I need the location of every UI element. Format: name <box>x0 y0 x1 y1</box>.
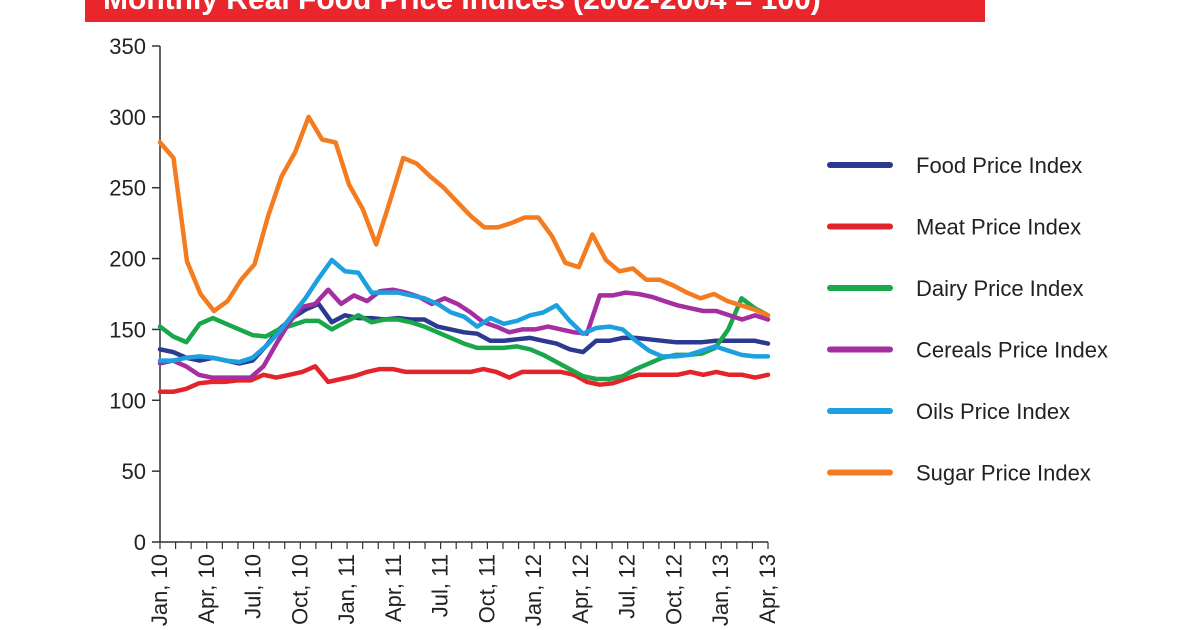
chart-title: Monthly Real Food Price Indices (2002-20… <box>85 0 985 22</box>
x-tick-label: Jul, 11 <box>428 554 453 617</box>
x-tick-label: Apr, 12 <box>568 554 593 624</box>
y-axis-ticks: 0 50 100 150 200 250 300 350 <box>109 34 160 555</box>
y-tick-label: 350 <box>109 34 146 59</box>
legend: Food Price Index Meat Price Index Dairy Pr… <box>827 153 1108 486</box>
y-tick-label: 50 <box>122 459 146 484</box>
series-line-sugar-price-index <box>157 114 771 318</box>
x-tick-label: Apr, 11 <box>381 554 406 622</box>
series-line-meat-price-index <box>157 364 771 395</box>
y-tick-label: 0 <box>134 530 146 555</box>
x-tick-label: Jul, 10 <box>241 554 266 619</box>
y-tick-label: 100 <box>109 388 146 413</box>
y-tick-label: 200 <box>109 247 146 272</box>
x-tick-label: Jul, 12 <box>615 554 640 619</box>
x-tick-label: Jan, 12 <box>521 554 546 626</box>
y-tick-label: 300 <box>109 105 146 130</box>
x-axis-ticks: Jan, 10 Apr, 10 Jul, 10 Oct, 10 Jan, 11 Apr, … <box>147 542 780 626</box>
x-tick-label: Oct, 10 <box>287 554 312 625</box>
legend-label-oils-price-index: Oils Price Index <box>916 399 1070 424</box>
x-tick-label: Jan, 10 <box>147 554 172 626</box>
x-tick-label: Oct, 11 <box>474 554 499 623</box>
y-tick-label: 150 <box>109 317 146 342</box>
y-tick-label: 250 <box>109 176 146 201</box>
x-tick-label: Oct, 12 <box>661 554 686 625</box>
chart-axes <box>159 46 768 543</box>
legend-label-cereals-price-index: Cereals Price Index <box>916 338 1108 363</box>
x-tick-label: Apr, 10 <box>194 554 219 624</box>
legend-label-meat-price-index: Meat Price Index <box>916 215 1081 240</box>
x-tick-label: Jan, 13 <box>708 554 733 626</box>
series-line-cereals-price-index <box>157 287 771 380</box>
legend-label-food-price-index: Food Price Index <box>916 153 1082 178</box>
series-line-oils-price-index <box>157 257 771 365</box>
legend-label-dairy-price-index: Dairy Price Index <box>916 276 1084 301</box>
legend-label-sugar-price-index: Sugar Price Index <box>916 461 1091 486</box>
series-lines <box>157 114 771 395</box>
x-tick-label: Apr, 13 <box>755 554 780 624</box>
x-tick-label: Jan, 11 <box>334 554 359 625</box>
